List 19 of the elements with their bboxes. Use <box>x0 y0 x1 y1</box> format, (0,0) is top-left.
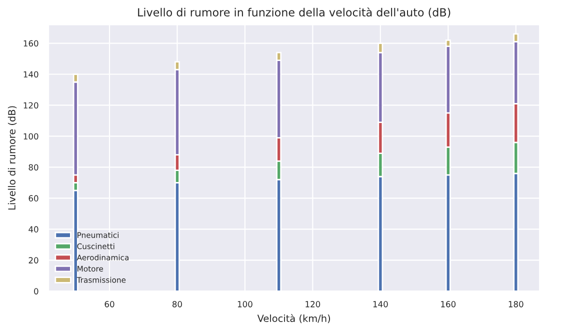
y-tick-label: 0 <box>34 288 38 294</box>
y-tick-label: 100 <box>24 133 38 140</box>
y-tick-label: 140 <box>24 71 38 78</box>
y-axis-title: Livello di rumore (dB) <box>8 106 17 210</box>
x-axis-title: Velocità (km/h) <box>257 314 330 324</box>
chart-title: Livello di rumore in funzione della velocità dell'auto (dB) <box>138 7 450 18</box>
y-tick-label: 20 <box>28 257 38 264</box>
x-tick-label: 60 <box>104 301 114 308</box>
x-tick-label: 120 <box>306 301 320 308</box>
y-tick-label: 60 <box>28 195 38 202</box>
x-tick-label: 100 <box>238 301 252 308</box>
x-tick-label: 180 <box>508 301 524 308</box>
y-tick-label: 160 <box>24 40 38 47</box>
x-tick-label: 80 <box>172 301 182 308</box>
y-tick-label: 120 <box>24 102 38 109</box>
x-tick-label: 160 <box>441 301 456 308</box>
x-tick-label: 140 <box>373 301 388 308</box>
y-tick-label: 80 <box>28 164 38 170</box>
y-tick-label: 40 <box>28 226 38 232</box>
